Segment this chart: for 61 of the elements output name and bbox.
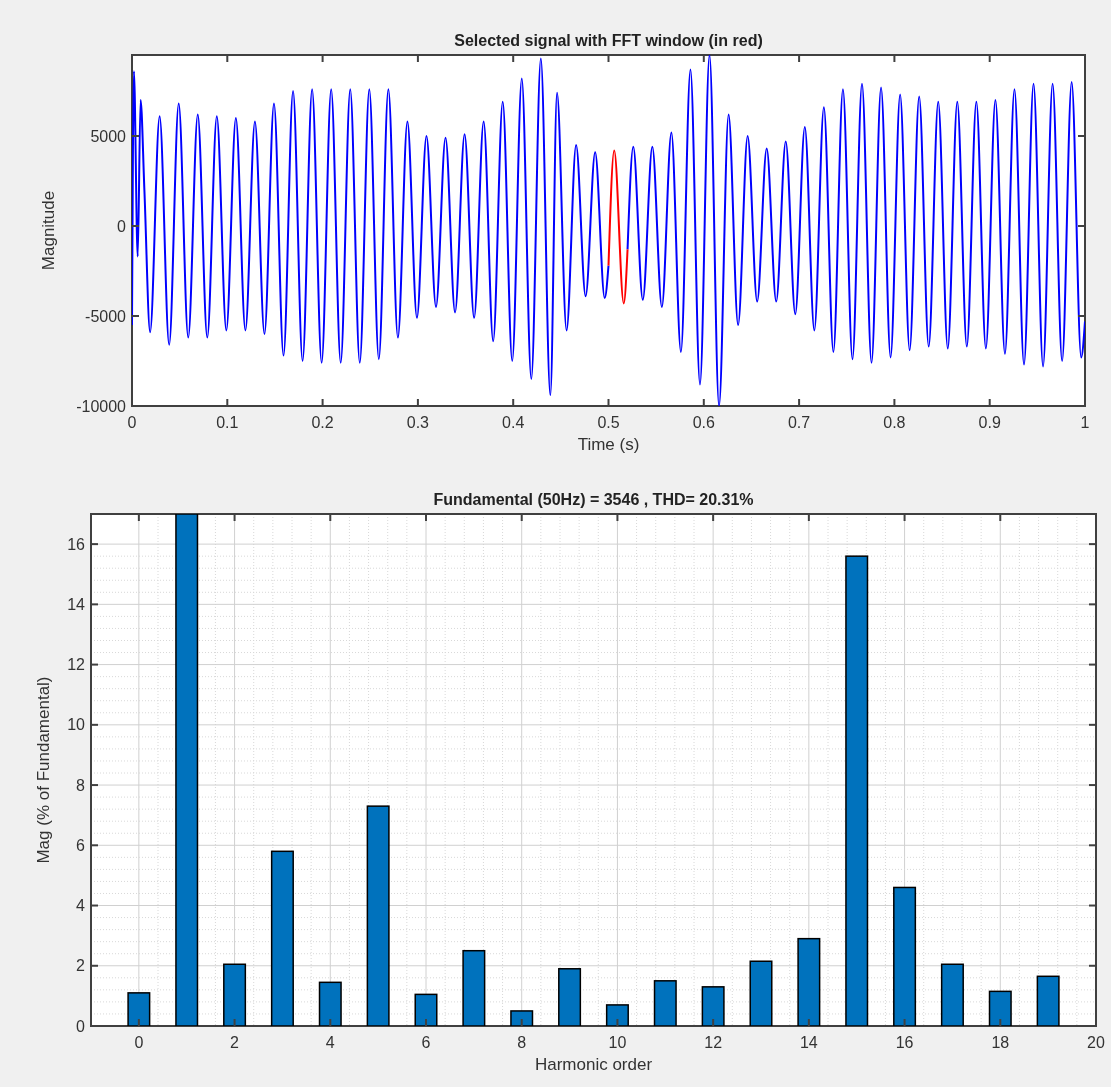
y-tick-label: 4 [76, 897, 86, 915]
x-tick-label: 0.6 [692, 414, 716, 431]
bar [175, 514, 199, 1026]
x-tick-label: 0.4 [502, 414, 525, 431]
bar [701, 986, 725, 1026]
x-tick-label: 0.8 [883, 414, 906, 431]
x-tick-label: 0.3 [406, 414, 430, 431]
y-tick-label: 8 [76, 776, 86, 794]
x-tick-label: 0 [134, 1034, 144, 1051]
x-tick-label: 12 [704, 1034, 723, 1051]
x-tick-label: 8 [517, 1034, 527, 1051]
x-axis-title: Harmonic order [534, 1055, 653, 1074]
y-tick-label: -5000 [85, 307, 127, 325]
x-tick-label: 20 [1087, 1034, 1105, 1051]
bar [893, 886, 917, 1026]
x-tick-label: 4 [325, 1034, 335, 1051]
y-tick-label: 12 [67, 656, 86, 674]
bar [653, 980, 677, 1026]
bar [605, 1004, 629, 1026]
x-tick-label: 6 [421, 1034, 431, 1051]
bar [1036, 975, 1060, 1026]
x-tick-label: 1 [1080, 414, 1090, 431]
y-tick-label: 5000 [90, 127, 127, 145]
bar [510, 1010, 534, 1026]
y-axis-title: Mag (% of Fundamental) [34, 676, 53, 864]
bar [318, 981, 342, 1026]
y-tick-label: 0 [76, 1017, 86, 1035]
x-tick-label: 0.9 [978, 414, 1001, 431]
chart-title: Fundamental (50Hz) = 3546 , THD= 20.31% [433, 491, 754, 508]
bar [845, 555, 869, 1026]
y-axis-title: Magnitude [39, 190, 58, 271]
bar [558, 968, 582, 1026]
bar [797, 937, 821, 1026]
x-tick-label: 0.5 [597, 414, 620, 431]
y-tick-label: 10 [67, 716, 86, 734]
y-tick-label: 0 [117, 217, 127, 235]
bar [127, 992, 151, 1026]
y-tick-label: 16 [67, 535, 86, 553]
bar [940, 963, 964, 1026]
bar [366, 805, 390, 1026]
x-tick-label: 14 [799, 1034, 818, 1051]
y-tick-label: 14 [67, 595, 86, 613]
x-tick-label: 0.2 [311, 414, 334, 431]
chart-title: Selected signal with FFT window (in red) [454, 32, 763, 49]
y-tick-label: 2 [76, 957, 86, 975]
x-tick-label: 0.7 [787, 414, 811, 431]
bar [223, 963, 247, 1026]
x-tick-label: 2 [230, 1034, 240, 1051]
bar [270, 850, 294, 1026]
line-series [607, 149, 629, 305]
x-tick-label: 18 [991, 1034, 1010, 1051]
y-tick-label: 6 [76, 836, 86, 854]
y-tick-label: -10000 [76, 397, 127, 415]
x-tick-label: 0.1 [216, 414, 239, 431]
x-axis-title: Time (s) [577, 435, 640, 454]
bar [462, 949, 486, 1026]
bar [988, 990, 1012, 1026]
bar [749, 960, 773, 1026]
x-tick-label: 16 [895, 1034, 914, 1051]
bar [414, 993, 438, 1026]
x-tick-label: 10 [608, 1034, 627, 1051]
